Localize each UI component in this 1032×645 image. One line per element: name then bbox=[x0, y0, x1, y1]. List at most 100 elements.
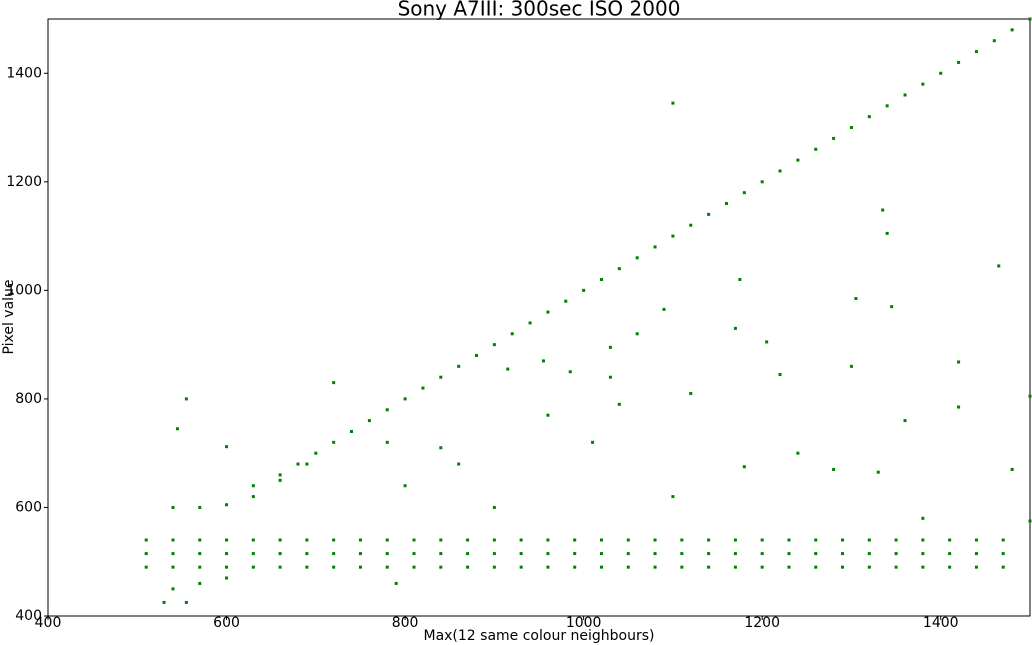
point bbox=[171, 552, 175, 556]
point bbox=[564, 299, 568, 303]
point bbox=[733, 538, 737, 542]
point bbox=[541, 359, 545, 363]
point bbox=[974, 538, 978, 542]
y-tick-label: 1200 bbox=[6, 174, 42, 190]
point bbox=[466, 552, 470, 556]
point bbox=[787, 552, 791, 556]
point bbox=[957, 360, 961, 364]
point bbox=[867, 115, 871, 119]
point bbox=[1001, 565, 1005, 569]
point bbox=[921, 516, 925, 520]
y-axis-label: Pixel value bbox=[1, 279, 17, 354]
point bbox=[573, 538, 577, 542]
y-tick-label: 800 bbox=[15, 391, 42, 407]
point bbox=[939, 71, 943, 75]
point bbox=[903, 93, 907, 97]
point bbox=[957, 60, 961, 64]
point bbox=[225, 565, 229, 569]
point bbox=[251, 565, 255, 569]
point bbox=[854, 297, 858, 301]
point bbox=[948, 552, 952, 556]
point bbox=[867, 538, 871, 542]
point bbox=[278, 552, 282, 556]
point bbox=[921, 565, 925, 569]
point bbox=[974, 552, 978, 556]
point bbox=[867, 552, 871, 556]
point bbox=[412, 552, 416, 556]
point bbox=[974, 565, 978, 569]
point bbox=[492, 343, 496, 347]
point bbox=[475, 353, 479, 357]
point bbox=[599, 565, 603, 569]
point bbox=[314, 451, 318, 455]
point bbox=[814, 565, 818, 569]
point bbox=[1028, 394, 1032, 398]
point bbox=[733, 552, 737, 556]
point bbox=[689, 391, 693, 395]
point bbox=[796, 451, 800, 455]
point bbox=[707, 565, 711, 569]
point bbox=[385, 552, 389, 556]
point bbox=[885, 231, 889, 235]
point bbox=[890, 305, 894, 309]
point bbox=[225, 552, 229, 556]
point bbox=[546, 552, 550, 556]
point bbox=[394, 581, 398, 585]
point bbox=[144, 552, 148, 556]
x-tick-label: 600 bbox=[213, 615, 240, 631]
point bbox=[439, 552, 443, 556]
point bbox=[225, 503, 229, 507]
point bbox=[457, 364, 461, 368]
point bbox=[225, 538, 229, 542]
point bbox=[466, 538, 470, 542]
point bbox=[198, 538, 202, 542]
point bbox=[225, 576, 229, 580]
point bbox=[439, 375, 443, 379]
x-tick-label: 800 bbox=[392, 615, 419, 631]
point bbox=[599, 278, 603, 282]
point bbox=[671, 234, 675, 238]
point bbox=[385, 538, 389, 542]
point bbox=[519, 552, 523, 556]
point bbox=[350, 429, 354, 433]
point bbox=[617, 267, 621, 271]
point bbox=[528, 321, 532, 325]
point bbox=[412, 565, 416, 569]
point bbox=[1001, 552, 1005, 556]
point bbox=[439, 446, 443, 450]
point bbox=[921, 552, 925, 556]
point bbox=[653, 552, 657, 556]
point bbox=[251, 538, 255, 542]
point bbox=[707, 538, 711, 542]
point bbox=[689, 223, 693, 227]
point bbox=[881, 208, 885, 212]
point bbox=[787, 565, 791, 569]
point bbox=[680, 538, 684, 542]
point bbox=[358, 552, 362, 556]
point bbox=[519, 538, 523, 542]
point bbox=[876, 470, 880, 474]
point bbox=[626, 552, 630, 556]
point bbox=[760, 552, 764, 556]
point bbox=[671, 495, 675, 499]
point bbox=[568, 370, 572, 374]
chart-title: Sony A7III: 300sec ISO 2000 bbox=[398, 0, 681, 21]
point bbox=[175, 427, 179, 431]
point bbox=[680, 552, 684, 556]
point bbox=[948, 538, 952, 542]
point bbox=[671, 101, 675, 105]
point bbox=[367, 419, 371, 423]
point bbox=[492, 565, 496, 569]
point bbox=[332, 381, 336, 385]
point bbox=[724, 202, 728, 206]
point bbox=[849, 364, 853, 368]
point bbox=[778, 372, 782, 376]
point bbox=[332, 565, 336, 569]
point bbox=[278, 473, 282, 477]
point bbox=[707, 552, 711, 556]
point bbox=[305, 538, 309, 542]
point bbox=[251, 484, 255, 488]
point bbox=[653, 245, 657, 249]
x-tick-label: 400 bbox=[35, 615, 62, 631]
